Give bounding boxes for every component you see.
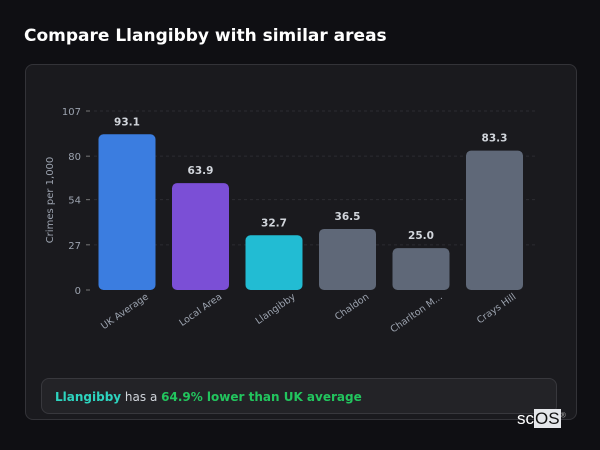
bar-1 <box>172 183 229 290</box>
summary-area: Llangibby <box>55 390 122 404</box>
data-label: 36.5 <box>335 211 361 223</box>
y-tick-label: 0 <box>75 286 81 297</box>
y-tick-label: 27 <box>68 241 81 252</box>
summary-text: has a <box>121 390 162 404</box>
data-label: 63.9 <box>188 165 214 177</box>
x-tick-label: Crays Hill <box>475 291 518 326</box>
logo: scOS® <box>517 409 566 428</box>
data-label: 32.7 <box>261 217 287 229</box>
data-label: 25.0 <box>408 230 434 242</box>
y-tick-label: 80 <box>68 152 81 163</box>
x-tick-label: Charlton M... <box>389 291 445 335</box>
y-tick-label: 54 <box>68 196 81 207</box>
data-label: 93.1 <box>114 116 140 128</box>
bar-5 <box>466 150 523 290</box>
data-label: 83.3 <box>482 133 508 145</box>
bar-3 <box>319 228 376 290</box>
bar-0 <box>98 134 156 290</box>
y-tick-label: 107 <box>62 107 81 118</box>
x-tick-label: Local Area <box>177 291 224 328</box>
page-title: Compare Llangibby with similar areas <box>24 26 387 46</box>
x-tick-label: Llangibby <box>254 291 298 327</box>
bar-4 <box>392 248 450 290</box>
x-tick-label: UK Average <box>99 291 151 332</box>
bar-2 <box>245 235 303 290</box>
summary-comparison: 64.9% lower than UK average <box>161 390 362 404</box>
y-axis-label: Crimes per 1,000 <box>45 157 56 244</box>
summary-box: Llangibby has a 64.9% lower than UK aver… <box>41 378 557 414</box>
x-tick-label: Chaldon <box>333 291 371 322</box>
